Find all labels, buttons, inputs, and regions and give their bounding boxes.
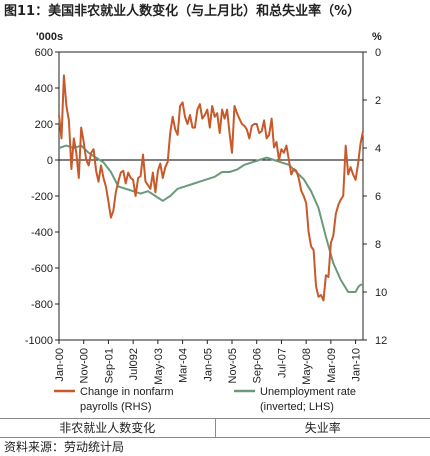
left-axis-ticks: 600 400 200 0 -200 -400 -600 -800 -1000 (25, 47, 59, 347)
series-line-payrolls (58, 74, 364, 302)
left-axis-tick-label: -200 (31, 191, 53, 203)
x-axis-tick-label: Jan-05 (202, 348, 214, 382)
right-axis-unit-label: % (372, 31, 382, 43)
x-axis-tick-label: May-03 (153, 348, 165, 385)
right-axis-tick-label: 12 (375, 335, 387, 347)
chart-canvas: '000s % 6004002000-200-400-600-800-1000 … (25, 31, 387, 413)
x-axis-tick-label: Jul092 (128, 348, 140, 380)
series-line-unemployment (58, 144, 363, 293)
footer-cell-right: 失业率 (214, 419, 430, 437)
source-note: 资料来源：劳动统计局 (4, 440, 125, 454)
x-axis-tick-label: Sep-06 (252, 348, 264, 383)
x-axis-tick-label: Jan-00 (54, 348, 66, 382)
legend-label-unemployment-line1: Unemployment rate (260, 386, 356, 398)
footer-table: 非农就业人数变化 失业率 (0, 418, 430, 438)
right-axis-tick-label: 10 (375, 287, 387, 299)
left-axis-tick-label: -1000 (25, 335, 53, 347)
x-axis-ticks: Jan-00 Nov-00 Sep-01 Jul092 May-03 Mar-04 Jan-… (54, 340, 363, 385)
x-axis-tick-label: Mar-09 (326, 348, 338, 383)
x-axis-tick-label: Mar-04 (178, 348, 190, 383)
chart-title: 图11：美国非农就业人数变化（与上月比）和总失业率（%） (4, 4, 361, 19)
x-axis-tick-label: May-08 (301, 348, 313, 385)
left-axis-tick-label: -600 (31, 263, 53, 275)
plot-frame (58, 51, 364, 341)
left-axis-tick-label: 400 (35, 83, 53, 95)
left-axis-tick-label: -800 (31, 299, 53, 311)
legend-label-payrolls-line1: Change in nonfarm (80, 386, 174, 398)
right-axis-ticks: 0 2 4 6 8 10 12 (363, 47, 387, 347)
x-axis-tick-label: Nov-05 (227, 348, 239, 383)
x-axis-tick-label: Nov-00 (79, 348, 91, 383)
right-axis-tick-label: 4 (375, 143, 381, 155)
x-axis-tick-label: Jan-10 (351, 348, 363, 382)
right-axis-tick-label: 2 (375, 95, 381, 107)
legend-label-payrolls-line2: payrolls (RHS) (80, 401, 152, 413)
right-axis-tick-label: 0 (375, 47, 381, 59)
left-axis-tick-label: 200 (35, 119, 53, 131)
left-axis-tick-label: 600 (35, 47, 53, 59)
footer-cell-left: 非农就业人数变化 (59, 421, 156, 435)
x-axis-tick-label: Sep-01 (103, 348, 115, 383)
left-axis-unit-label: '000s (36, 31, 63, 43)
legend: Change in nonfarm payrolls (RHS) Unemplo… (54, 386, 356, 413)
right-axis-tick-label: 8 (375, 239, 381, 251)
left-axis-tick-label: 0 (47, 155, 53, 167)
x-axis-tick-label: Jul-07 (276, 348, 288, 378)
left-axis-tick-label: -400 (31, 227, 53, 239)
right-axis-tick-label: 6 (375, 191, 381, 203)
legend-label-unemployment-line2: (inverted; LHS) (260, 401, 334, 413)
